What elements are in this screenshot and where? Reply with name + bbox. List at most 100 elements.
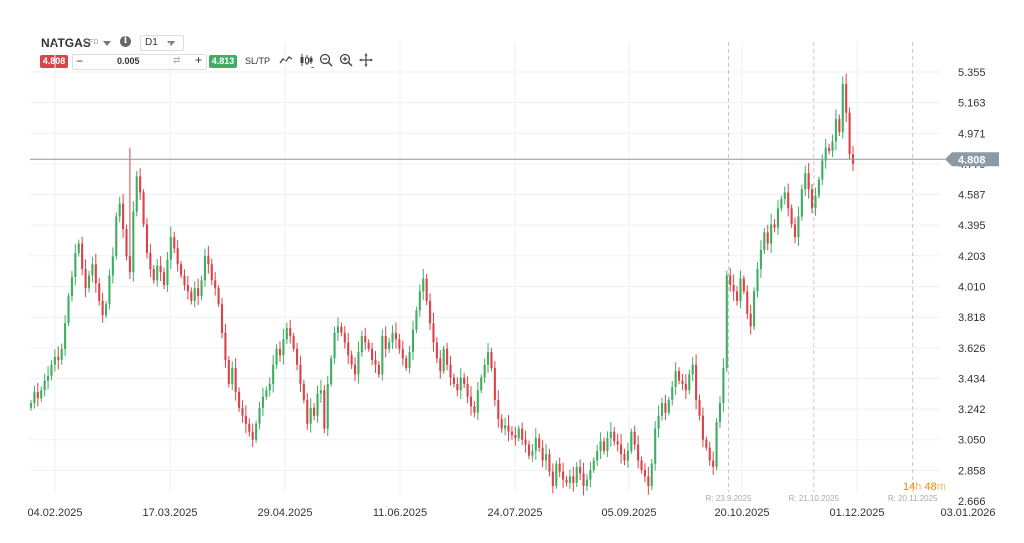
y-tick-label: 3.050 [958,435,986,447]
candle-up [70,277,73,297]
candle-down [602,441,606,451]
candle-down [302,383,305,400]
candle-up [606,438,609,451]
candle-down [793,224,797,238]
x-tick-label: 03.01.2026 [940,507,995,519]
candle-down [677,371,681,381]
candle-up [575,466,578,483]
candle-down [746,291,749,314]
candle-down [251,431,254,440]
candle-down [640,460,643,471]
candle-down [295,348,299,365]
timeframe-value: D1 [145,37,158,48]
chart-toolbar: NATGAS CFD i D1 4.808 − 0.005 ⇄ + 4.813 … [0,0,1024,75]
candle-up [657,415,660,429]
quantity-stepper[interactable] [72,54,207,70]
zoom-in-icon[interactable] [338,52,354,68]
candle-up [261,396,264,408]
candle-down [241,407,244,416]
candle-up [596,450,599,461]
y-tick-label: 3.818 [958,312,986,324]
candle-down [84,269,87,289]
candle-up [780,198,783,209]
candle-up [797,216,800,238]
timeframe-select[interactable]: D1 [140,35,184,51]
sync-icon[interactable]: ⇄ [173,55,181,65]
candle-up [29,403,33,408]
quantity-input[interactable]: 0.005 [117,56,140,66]
candle-down [142,192,145,225]
zoom-out-icon[interactable] [318,52,334,68]
candle-down [217,288,220,305]
candle-up [319,390,322,394]
candle-up [691,364,694,375]
candle-up [200,280,203,297]
symbol-name[interactable]: NATGAS [41,36,91,50]
candle-down [248,423,251,432]
candle-up [715,422,718,467]
candle-down [705,439,708,448]
candle-down [81,243,84,270]
sl-tp-button[interactable]: SL/TP [245,56,271,66]
countdown-minutes-unit: m [936,481,946,493]
candle-down [347,342,350,356]
info-icon[interactable]: i [120,36,131,47]
candle-up [108,275,111,305]
candle-down [145,224,149,254]
candle-down [364,336,367,343]
candle-up [316,393,319,416]
candle-up [67,296,70,324]
candle-up [585,479,589,487]
candle-up [40,390,43,399]
candle-up [459,377,462,391]
quantity-minus-button[interactable]: − [76,54,84,68]
candle-down [122,203,125,230]
sell-price-button[interactable]: 4.808 [40,55,68,68]
crosshair-move-icon[interactable] [358,52,374,68]
candle-up [599,441,602,451]
timeframe-chevron-down-icon[interactable] [167,41,175,46]
buy-price-button[interactable]: 4.813 [209,55,237,68]
y-tick-label: 2.666 [958,496,986,508]
candle-up [834,119,838,142]
rollover-label: R: 21.10.2025 [789,494,840,503]
candle-down [425,278,428,301]
x-tick-label: 17.03.2025 [142,507,197,519]
symbol-dropdown-icon[interactable] [103,41,111,46]
candle-down [695,364,698,400]
line-chart-icon[interactable] [278,52,294,68]
candle-up [756,269,759,292]
candle-down [729,275,732,285]
candle-up [60,348,63,360]
candle-up [135,176,138,212]
candle-down [466,383,469,397]
candle-up [531,450,534,456]
candle-up [483,364,486,378]
candle-down [712,460,715,467]
candle-down [432,323,435,343]
candle-down [173,237,176,249]
candlestick-icon[interactable] [298,52,314,68]
candle-up [660,403,664,416]
candle-up [739,278,742,301]
candle-down [180,264,183,276]
candle-down [637,444,640,461]
candle-up [674,371,677,388]
candle-down [490,351,493,368]
candle-up [415,310,418,330]
y-tick-label: 4.395 [958,220,986,232]
candle-up [118,203,121,217]
candle-up [388,342,391,349]
candle-up [504,425,507,429]
candle-down [238,391,241,408]
candle-up [333,332,336,359]
candle-up [804,173,807,190]
candle-down [456,383,459,391]
quantity-plus-button[interactable]: + [195,53,203,67]
candle-up [268,383,271,391]
candle-down [527,444,531,456]
symbol-type-label: CFD [84,39,99,46]
candle-up [282,339,285,356]
candle-down [394,332,398,340]
